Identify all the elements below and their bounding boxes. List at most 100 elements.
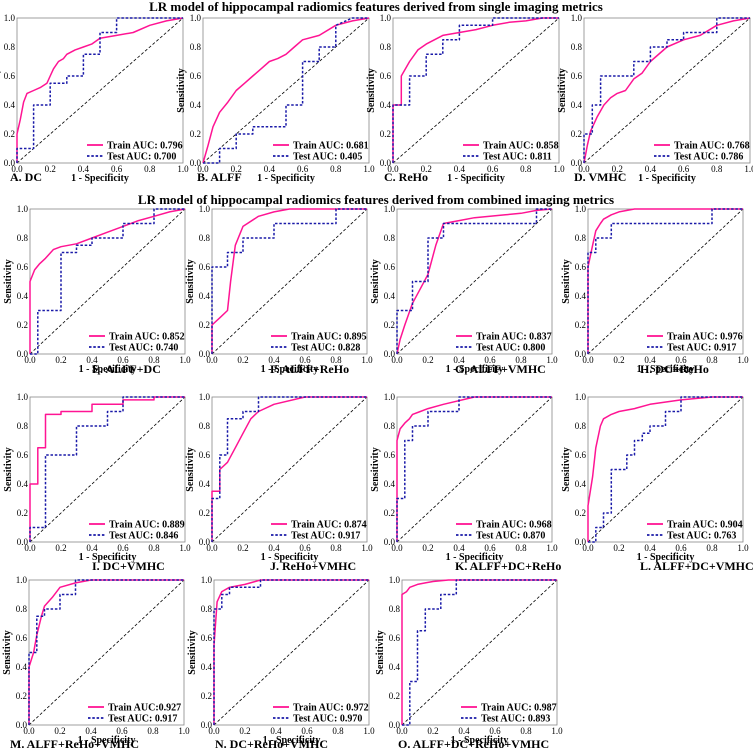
legend-test-label: Test AUC: 0.763 [667, 531, 736, 542]
y-tick-label: 0.4 [201, 662, 213, 672]
x-tick-label: 0.6 [301, 726, 313, 736]
y-tick-label: 0.0 [389, 720, 401, 730]
x-tick-label: 0.4 [86, 355, 98, 365]
x-axis-label: 1 - Specificity [79, 552, 137, 563]
panel-caption: J. ReHo+VMHC [270, 559, 356, 573]
x-tick-label: 0.4 [644, 355, 656, 365]
x-axis-label: 1 - Specificity [638, 173, 696, 184]
panel-letter: M. [10, 737, 24, 751]
legend-test-label: Test AUC: 0.846 [109, 531, 178, 542]
title-combined: LR model of hippocampal radiomics featur… [138, 192, 614, 207]
x-tick-label: 0.4 [453, 543, 465, 553]
y-tick-label: 1.0 [384, 204, 396, 214]
panel-caption: B. ALFF [197, 170, 242, 184]
y-tick-label: 0.2 [199, 320, 210, 330]
x-tick-label: 0.8 [147, 726, 159, 736]
train-roc-curve [396, 396, 552, 542]
y-tick-label: 1.0 [384, 392, 396, 402]
legend-test-label: Test AUC: 0.786 [674, 152, 743, 163]
roc-panel: 0.00.0 0.2 0.2 0.4 0.4 0.6 0.6 0.8 0.8 1.0 1.0 1 - … [0, 13, 189, 184]
y-tick-label: 0.8 [17, 233, 29, 243]
y-tick-label: 0.6 [571, 71, 583, 81]
chance-diagonal [211, 396, 368, 543]
y-tick-label: 0.6 [384, 450, 396, 460]
x-tick-label: 0.0 [578, 164, 590, 174]
legend-train-label: Train AUC: 0.904 [667, 520, 743, 531]
y-tick-label: 0.4 [575, 291, 587, 301]
y-tick-label: 0.2 [384, 320, 395, 330]
x-tick-label: 1.0 [363, 726, 375, 736]
y-tick-label: 1.0 [380, 13, 392, 23]
test-roc-curve [30, 208, 185, 355]
panel-letter: G. [455, 362, 467, 376]
test-roc-curve [587, 208, 743, 354]
panel-metric: ReHo+VMHC [279, 559, 356, 573]
x-tick-label: 0.8 [706, 355, 718, 365]
train-roc-curve [211, 208, 367, 354]
y-axis-label: Sensitivity [561, 259, 572, 303]
y-tick-label: 0.6 [575, 450, 587, 460]
y-tick-label: 0.2 [384, 508, 395, 518]
test-roc-curve [213, 579, 369, 725]
y-tick-label: 0.4 [190, 100, 202, 110]
y-tick-label: 0.8 [16, 604, 28, 614]
roc-panel: 0.00.0 0.2 0.2 0.4 0.4 0.6 0.6 0.8 0.8 1.0 1.0 1 - … [187, 575, 375, 751]
test-roc-curve [16, 17, 183, 163]
x-tick-label: 0.8 [332, 726, 344, 736]
legend-train-label: Train AUC: 0.874 [291, 520, 367, 531]
y-tick-label: 1.0 [575, 204, 587, 214]
y-tick-label: 0.2 [190, 129, 201, 139]
x-tick-label: 0.4 [453, 355, 465, 365]
x-axis-label: 1 - Specificity [637, 364, 695, 375]
x-tick-label: 0.2 [613, 355, 624, 365]
test-roc-curve [211, 396, 367, 542]
x-axis-label: 1 - Specificity [446, 364, 504, 375]
y-tick-label: 0.2 [199, 508, 210, 518]
roc-panel: 0.00.0 0.2 0.2 0.4 0.4 0.6 0.6 0.8 0.8 1.0 1.0 1 - … [561, 392, 753, 573]
y-tick-label: 0.4 [17, 479, 29, 489]
x-tick-label: 0.4 [85, 726, 97, 736]
y-tick-label: 0.6 [199, 450, 211, 460]
y-tick-label: 1.0 [17, 204, 29, 214]
x-tick-label: 0.2 [422, 543, 433, 553]
legend-train-label: Train AUC: 0.895 [291, 332, 367, 343]
x-tick-label: 1.0 [177, 164, 189, 174]
x-tick-label: 0.4 [78, 164, 90, 174]
x-tick-label: 0.6 [484, 543, 496, 553]
x-tick-label: 0.8 [520, 164, 532, 174]
x-tick-label: 0.4 [270, 726, 282, 736]
x-tick-label: 0.0 [208, 726, 220, 736]
y-tick-label: 0.6 [380, 71, 392, 81]
x-axis-label: 1 - Specificity [257, 173, 315, 184]
x-tick-label: 0.6 [678, 164, 690, 174]
y-tick-label: 0.0 [575, 349, 587, 359]
y-tick-label: 0.4 [199, 479, 211, 489]
chance-diagonal [28, 579, 185, 726]
train-roc-curve [29, 208, 186, 354]
roc-panel: 0.00.0 0.2 0.2 0.4 0.4 0.6 0.6 0.8 0.8 1.0 1.0 1 - … [370, 392, 561, 573]
title-single: LR model of hippocampal radiomics featur… [149, 0, 603, 14]
panel-caption: E. ALFF+DC [92, 362, 161, 376]
x-tick-label: 1.0 [361, 543, 373, 553]
y-tick-label: 0.4 [16, 662, 28, 672]
chance-diagonal [213, 579, 370, 726]
y-axis-label: Sensitivity [370, 259, 381, 303]
roc-panel: 0.00.0 0.2 0.2 0.4 0.4 0.6 0.6 0.8 0.8 1.0 1.0 1 - … [557, 13, 753, 184]
y-tick-label: 0.4 [384, 291, 396, 301]
x-axis-label: 1 - Specificity [71, 173, 129, 184]
panel-letter: F. [270, 362, 279, 376]
x-tick-label: 0.0 [391, 355, 403, 365]
y-tick-label: 0.2 [575, 320, 586, 330]
x-axis-label: 1 - Specificity [261, 364, 319, 375]
x-tick-label: 0.8 [148, 355, 160, 365]
x-tick-label: 0.8 [515, 355, 527, 365]
legend-train-label: Train AUC: 0.796 [107, 141, 183, 152]
x-tick-label: 0.6 [299, 543, 311, 553]
panel-metric: ALFF+VMHC [467, 362, 546, 376]
y-tick-label: 1.0 [201, 575, 213, 585]
legend-train-label: Train AUC: 0.768 [674, 141, 750, 152]
x-tick-label: 0.0 [11, 164, 23, 174]
legend-train-label: Train AUC: 0.976 [667, 332, 743, 343]
panel-letter: D. [574, 170, 586, 184]
panel-caption: A. DC [10, 170, 42, 184]
